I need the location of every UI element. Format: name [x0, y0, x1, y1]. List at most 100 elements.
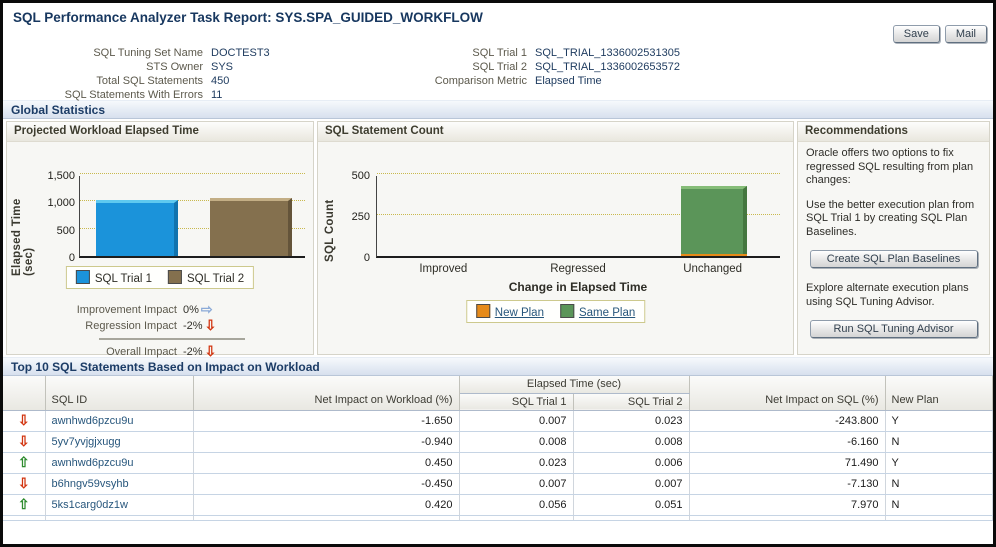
- trial1-elapsed-cell: 0.007: [459, 473, 574, 495]
- legend-swatch: [168, 270, 182, 284]
- trial2-column-header: SQL Trial 2: [573, 393, 690, 411]
- gridline: [80, 173, 305, 174]
- legend-link-label[interactable]: New Plan: [494, 307, 544, 319]
- gridline: [80, 200, 305, 202]
- sql-impact-cell: 7.970: [689, 494, 886, 516]
- sql-id-link[interactable]: awnhwd6pzcu9u: [51, 456, 134, 469]
- empty-cell: [45, 515, 194, 521]
- legend-swatch: [559, 304, 574, 318]
- y-tick-label: 250: [351, 211, 370, 223]
- y-tick-label: 500: [56, 224, 75, 237]
- recommendations-panel: Recommendations Oracle offers two option…: [797, 121, 990, 355]
- header-toolbar: Save Mail: [892, 25, 987, 43]
- empty-cell: [573, 515, 690, 521]
- workload-chart-plot: [79, 173, 305, 258]
- trial1-elapsed-cell: 0.008: [459, 431, 574, 453]
- trial1-elapsed-cell: 0.056: [459, 494, 574, 516]
- statement-count-chart-plot: [376, 173, 780, 258]
- table-row: ⇩ awnhwd6pzcu9u -1.650 0.007 0.023 -243.800 Y: [3, 410, 993, 432]
- new-plan-cell: Y: [885, 452, 993, 474]
- workload-impact-cell: -0.450: [193, 473, 460, 495]
- top10-section-header: Top 10 SQL Statements Based on Impact on…: [3, 357, 993, 376]
- create-sql-plan-baselines-button[interactable]: Create SQL Plan Baselines: [809, 250, 978, 268]
- empty-cell: [689, 515, 886, 521]
- new-plan-cell: N: [885, 473, 993, 495]
- run-sql-tuning-advisor-button[interactable]: Run SQL Tuning Advisor: [809, 320, 978, 338]
- table-row-partial: [3, 515, 993, 521]
- summary-info-left: SQL Tuning Set Name DOCTEST3 STS Owner S…: [3, 47, 270, 103]
- trend-cell: ⇩: [3, 410, 46, 432]
- comparison-metric-label: Comparison Metric: [434, 75, 527, 87]
- sql-id-column-header: SQL ID: [45, 376, 194, 411]
- legend-item-same-plan[interactable]: Same Plan: [559, 304, 636, 319]
- y-tick-label: 1,500: [47, 170, 75, 182]
- trend-column-header: [3, 376, 46, 411]
- sql-id-link[interactable]: 5ks1carg0dz1w: [51, 498, 128, 511]
- sql-id-cell: awnhwd6pzcu9u: [45, 410, 194, 432]
- sql-impact-column-header: Net Impact on SQL (%): [689, 376, 886, 411]
- global-statistics-section-header: Global Statistics: [3, 100, 993, 119]
- up-arrow-icon: ⇧: [17, 495, 30, 512]
- sql-id-link[interactable]: awnhwd6pzcu9u: [51, 414, 134, 427]
- legend-link-label[interactable]: Same Plan: [578, 307, 636, 319]
- workload-impact-cell: 0.450: [193, 452, 460, 474]
- gridline: [80, 227, 305, 229]
- y-tick-label: 0: [363, 252, 370, 264]
- workload-elapsed-time-panel: Projected Workload Elapsed Time Elapsed …: [6, 121, 314, 358]
- empty-cell: [193, 515, 460, 521]
- trend-cell: ⇩: [3, 473, 46, 495]
- regression-impact-row: Regression Impact -2% ⇩: [7, 318, 313, 333]
- sql-statement-count-panel: SQL Statement Count SQL Count 0 250 500 Im…: [317, 121, 794, 355]
- y-tick-label: 500: [351, 170, 370, 182]
- sts-owner-value: SYS: [211, 61, 234, 73]
- overall-impact-label: Overall Impact: [106, 346, 177, 358]
- sql-id-link[interactable]: 5yv7yvjgjxugg: [51, 435, 121, 448]
- bar-sql-trial-1: [96, 200, 178, 256]
- legend-label: SQL Trial 1: [94, 273, 152, 285]
- trial2-elapsed-cell: 0.008: [573, 431, 690, 453]
- workload-chart-title: Projected Workload Elapsed Time: [7, 122, 313, 142]
- recommendations-title: Recommendations: [798, 122, 989, 142]
- legend-swatch: [75, 270, 90, 284]
- improvement-impact-row: Improvement Impact 0% ⇨: [7, 302, 313, 317]
- global-statistics-panels: Projected Workload Elapsed Time Elapsed …: [3, 119, 993, 358]
- total-statements-value: 450: [211, 75, 230, 87]
- workload-impact-cell: -0.940: [193, 431, 460, 453]
- workload-chart-legend: SQL Trial 1 SQL Trial 2: [65, 266, 255, 289]
- sts-owner-label: STS Owner: [146, 61, 203, 73]
- mail-button[interactable]: Mail: [944, 25, 987, 43]
- statement-count-legend: New Plan Same Plan: [465, 300, 646, 323]
- gridline: [377, 214, 780, 215]
- elapsed-time-group-header: Elapsed Time (sec): [459, 376, 690, 394]
- sql-impact-cell: -6.160: [689, 431, 886, 453]
- empty-cell: [459, 515, 574, 521]
- trial2-label: SQL Trial 2: [472, 61, 527, 73]
- new-plan-cell: N: [885, 494, 993, 516]
- summary-info-right: SQL Trial 1 SQL_TRIAL_1336002531305 SQL …: [375, 47, 680, 89]
- trial1-label: SQL Trial 1: [472, 47, 527, 59]
- sts-name-value: DOCTEST3: [211, 47, 270, 59]
- legend-item-new-plan[interactable]: New Plan: [475, 304, 544, 319]
- bar-sql-trial-2: [210, 197, 292, 256]
- trial2-elapsed-cell: 0.023: [573, 410, 690, 432]
- x-category-label: Improved: [419, 263, 468, 275]
- recommendations-option2-text: Explore alternate execution plans using …: [806, 282, 969, 308]
- sql-id-cell: awnhwd6pzcu9u: [45, 452, 194, 474]
- sql-id-link[interactable]: b6hngv59vsyhb: [51, 477, 129, 490]
- recommendations-intro-text: Oracle offers two options to fix regress…: [806, 147, 974, 186]
- new-plan-cell: N: [885, 431, 993, 453]
- trial1-elapsed-cell: 0.007: [459, 410, 574, 432]
- statement-count-chart-title: SQL Statement Count: [318, 122, 793, 142]
- save-button[interactable]: Save: [892, 25, 940, 43]
- legend-item-sql-trial-1: SQL Trial 1: [75, 270, 152, 285]
- improvement-impact-value: 0%: [183, 304, 199, 316]
- overall-impact-row: Overall Impact -2% ⇩: [7, 344, 313, 359]
- overall-impact-value: -2%: [183, 346, 203, 358]
- x-category-label: Unchanged: [683, 263, 743, 275]
- trial2-elapsed-cell: 0.007: [573, 473, 690, 495]
- right-arrow-icon: ⇨: [200, 301, 213, 317]
- table-row: ⇧ awnhwd6pzcu9u 0.450 0.023 0.006 71.490 Y: [3, 452, 993, 474]
- regression-impact-value: -2%: [183, 320, 203, 332]
- statements-errors-label: SQL Statements With Errors: [64, 89, 203, 101]
- up-arrow-icon: ⇧: [17, 453, 30, 470]
